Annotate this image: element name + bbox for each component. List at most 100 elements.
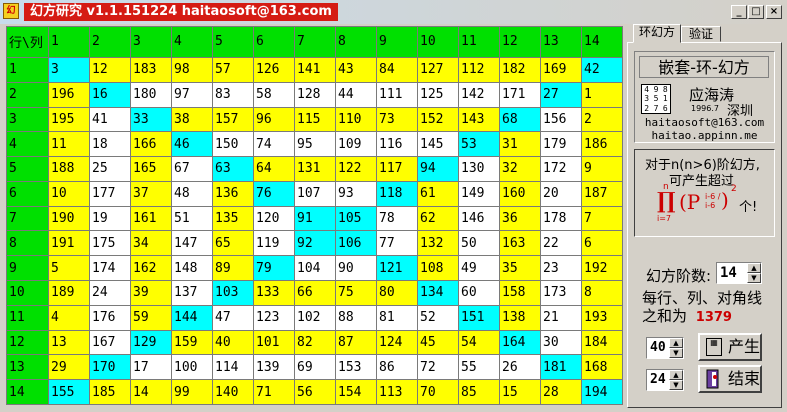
grid-cell[interactable]: 125 <box>417 81 459 108</box>
grid-cell[interactable]: 129 <box>130 329 172 356</box>
grid-cell[interactable]: 82 <box>294 329 336 356</box>
grid-cell[interactable]: 165 <box>130 156 172 182</box>
grid-cell[interactable]: 89 <box>212 255 254 281</box>
grid-cell[interactable]: 168 <box>581 354 623 381</box>
grid-cell[interactable]: 33 <box>130 106 172 133</box>
grid-cell[interactable]: 78 <box>376 205 418 232</box>
spin-up-icon[interactable]: ▲ <box>669 370 683 380</box>
grid-cell[interactable]: 91 <box>294 205 336 232</box>
grid-cell[interactable]: 154 <box>335 379 377 405</box>
grid-cell[interactable]: 57 <box>212 56 254 83</box>
grid-cell[interactable]: 150 <box>212 131 254 158</box>
grid-cell[interactable]: 64 <box>253 156 295 182</box>
grid-cell[interactable]: 174 <box>89 255 131 281</box>
grid-cell[interactable]: 68 <box>499 106 541 133</box>
grid-cell[interactable]: 119 <box>253 230 295 257</box>
grid-cell[interactable]: 177 <box>89 180 131 207</box>
grid-cell[interactable]: 151 <box>458 304 500 331</box>
grid-cell[interactable]: 193 <box>581 304 623 331</box>
grid-cell[interactable]: 144 <box>171 304 213 331</box>
grid-cell[interactable]: 130 <box>458 156 500 182</box>
exit-button[interactable]: 结束 <box>698 365 762 393</box>
spin-up-icon[interactable]: ▲ <box>669 338 683 348</box>
grid-cell[interactable]: 114 <box>212 354 254 381</box>
spin-down-icon[interactable]: ▼ <box>747 273 761 283</box>
grid-cell[interactable]: 19 <box>89 205 131 232</box>
grid-cell[interactable]: 147 <box>171 230 213 257</box>
grid-cell[interactable]: 11 <box>48 131 90 158</box>
grid-cell[interactable]: 75 <box>335 280 377 306</box>
grid-cell[interactable]: 18 <box>89 131 131 158</box>
grid-cell[interactable]: 22 <box>540 230 582 257</box>
grid-cell[interactable]: 170 <box>89 354 131 381</box>
grid-cell[interactable]: 173 <box>540 280 582 306</box>
grid-cell[interactable]: 196 <box>48 81 90 108</box>
grid-cell[interactable]: 176 <box>89 304 131 331</box>
grid-cell[interactable]: 1 <box>581 81 623 108</box>
grid-cell[interactable]: 175 <box>89 230 131 257</box>
grid-cell[interactable]: 180 <box>130 81 172 108</box>
grid-cell[interactable]: 99 <box>171 379 213 405</box>
minimize-button[interactable]: _ <box>731 5 747 19</box>
grid-cell[interactable]: 146 <box>458 205 500 232</box>
grid-cell[interactable]: 21 <box>540 304 582 331</box>
setting-value-2[interactable]: 24 <box>650 372 666 387</box>
grid-cell[interactable]: 139 <box>253 354 295 381</box>
grid-cell[interactable]: 132 <box>417 230 459 257</box>
grid-cell[interactable]: 137 <box>171 280 213 306</box>
grid-cell[interactable]: 13 <box>48 329 90 356</box>
grid-cell[interactable]: 24 <box>89 280 131 306</box>
grid-cell[interactable]: 34 <box>130 230 172 257</box>
grid-cell[interactable]: 103 <box>212 280 254 306</box>
grid-cell[interactable]: 4 <box>48 304 90 331</box>
grid-cell[interactable]: 79 <box>253 255 295 281</box>
grid-cell[interactable]: 73 <box>376 106 418 133</box>
grid-cell[interactable]: 128 <box>294 81 336 108</box>
grid-cell[interactable]: 86 <box>376 354 418 381</box>
setting-spinner-2[interactable]: 24 ▲ ▼ <box>646 369 684 391</box>
grid-cell[interactable]: 97 <box>171 81 213 108</box>
grid-cell[interactable]: 109 <box>335 131 377 158</box>
grid-cell[interactable]: 106 <box>335 230 377 257</box>
grid-cell[interactable]: 20 <box>540 180 582 207</box>
grid-cell[interactable]: 48 <box>171 180 213 207</box>
tab-verify[interactable]: 验证 <box>681 26 721 42</box>
maximize-button[interactable]: □ <box>748 5 764 19</box>
grid-cell[interactable]: 141 <box>294 56 336 83</box>
order-spinner-arrows[interactable]: ▲ ▼ <box>747 263 761 283</box>
grid-cell[interactable]: 104 <box>294 255 336 281</box>
grid-cell[interactable]: 140 <box>212 379 254 405</box>
grid-cell[interactable]: 67 <box>171 156 213 182</box>
grid-cell[interactable]: 134 <box>417 280 459 306</box>
grid-cell[interactable]: 88 <box>335 304 377 331</box>
grid-cell[interactable]: 72 <box>417 354 459 381</box>
grid-cell[interactable]: 100 <box>171 354 213 381</box>
order-value[interactable]: 14 <box>720 265 737 281</box>
grid-cell[interactable]: 124 <box>376 329 418 356</box>
grid-cell[interactable]: 44 <box>335 81 377 108</box>
grid-cell[interactable]: 187 <box>581 180 623 207</box>
grid-cell[interactable]: 133 <box>253 280 295 306</box>
grid-cell[interactable]: 9 <box>581 156 623 182</box>
grid-cell[interactable]: 185 <box>89 379 131 405</box>
grid-cell[interactable]: 6 <box>581 230 623 257</box>
close-button[interactable]: × <box>766 5 782 19</box>
grid-cell[interactable]: 47 <box>212 304 254 331</box>
grid-cell[interactable]: 145 <box>417 131 459 158</box>
grid-cell[interactable]: 192 <box>581 255 623 281</box>
grid-cell[interactable]: 179 <box>540 131 582 158</box>
grid-cell[interactable]: 70 <box>417 379 459 405</box>
grid-cell[interactable]: 36 <box>499 205 541 232</box>
grid-cell[interactable]: 127 <box>417 56 459 83</box>
grid-cell[interactable]: 27 <box>540 81 582 108</box>
grid-cell[interactable]: 45 <box>417 329 459 356</box>
grid-cell[interactable]: 189 <box>48 280 90 306</box>
spin-up-icon[interactable]: ▲ <box>747 263 761 273</box>
grid-cell[interactable]: 15 <box>499 379 541 405</box>
grid-cell[interactable]: 77 <box>376 230 418 257</box>
magic-square-grid[interactable]: 行\列 1 2 3 4 5 6 7 8 9 10 11 12 13 14 1 3 12 183 98 57 126 141 4… <box>6 26 623 405</box>
grid-cell[interactable]: 155 <box>48 379 90 405</box>
spin-down-icon[interactable]: ▼ <box>669 380 683 390</box>
grid-cell[interactable]: 69 <box>294 354 336 381</box>
grid-cell[interactable]: 50 <box>458 230 500 257</box>
